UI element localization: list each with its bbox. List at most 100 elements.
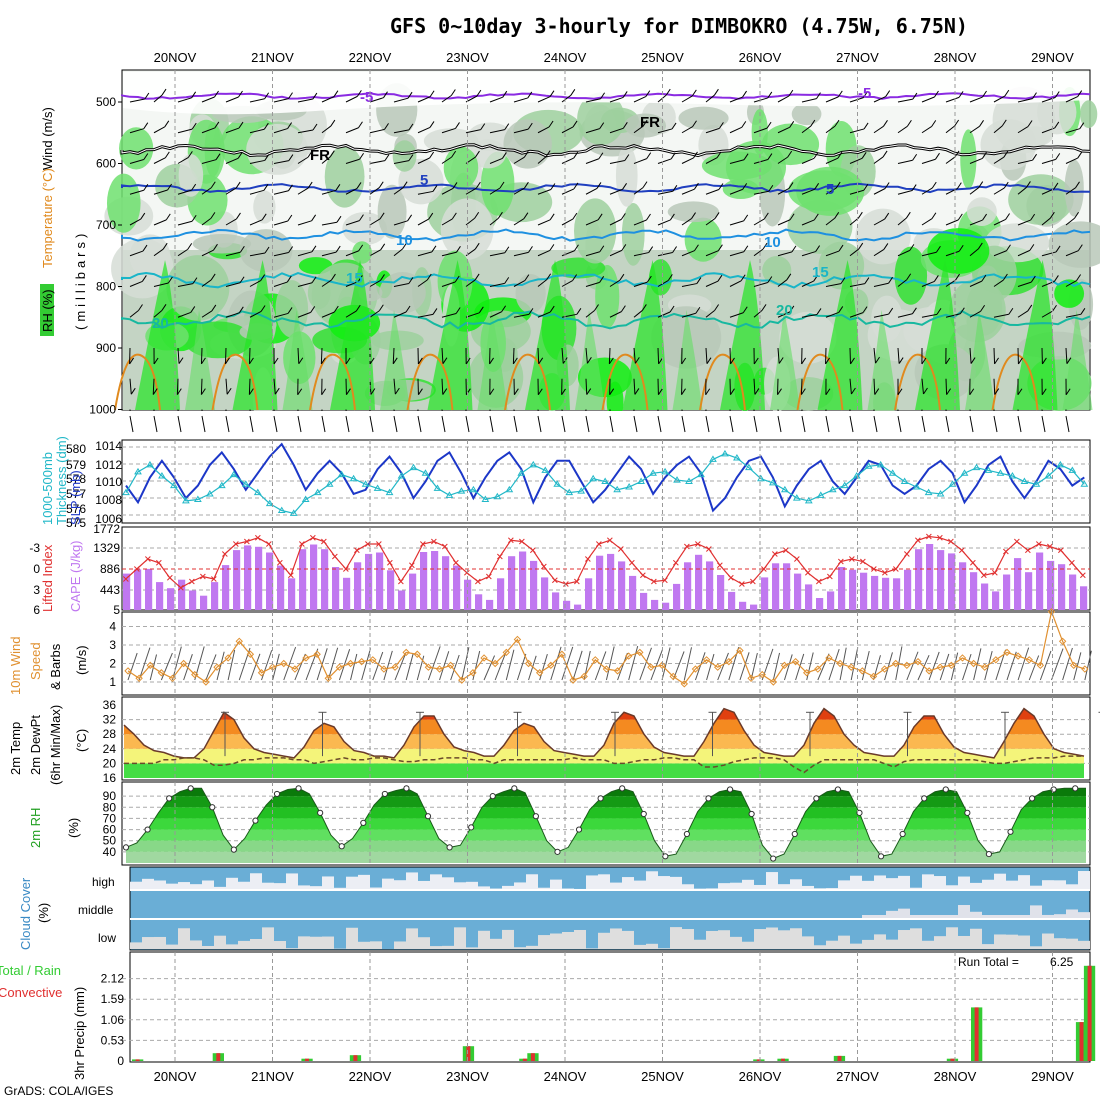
- wind10-point: [958, 654, 967, 662]
- wind-barb: [345, 250, 359, 257]
- wind10-point: [624, 652, 633, 660]
- cloud-high-bar: [502, 885, 514, 889]
- wind-barb-flag: [586, 357, 592, 364]
- wind-barb-flag: [545, 150, 551, 157]
- wind-barb-flag: [1055, 245, 1061, 253]
- rh-blob: [678, 106, 729, 130]
- wind10-point: [1014, 652, 1022, 660]
- wind10-barb: [639, 647, 652, 681]
- wind-barb-flag: [287, 214, 293, 222]
- wind-barb: [417, 190, 434, 195]
- wind-barb-flag: [977, 242, 983, 250]
- li-point: [628, 559, 635, 566]
- cape-bar: [519, 551, 527, 610]
- wind-barb: [1017, 281, 1032, 287]
- run-total-label: Run Total =: [958, 955, 1019, 969]
- cloud-high-bar: [982, 879, 994, 889]
- thickness-point: [158, 471, 166, 479]
- cloud-low-bar: [634, 944, 646, 949]
- wind-barb: [585, 347, 588, 364]
- pressure-tick-900: 900: [96, 341, 116, 355]
- cloud-mid-bar: [994, 915, 1006, 918]
- dewpoint-line: [124, 755, 1084, 774]
- wind-barb: [369, 249, 381, 257]
- wind-barb-flag: [143, 183, 149, 191]
- cape-bar: [1003, 574, 1011, 610]
- wind10-barb: [528, 655, 537, 681]
- wind10-barb: [683, 647, 692, 681]
- wind10-point: [580, 672, 588, 681]
- wind-barb-flag: [407, 91, 413, 99]
- wind-barb: [657, 190, 673, 195]
- wind-barb-flag: [898, 357, 904, 364]
- wind-barb-surface: [153, 415, 158, 433]
- wind-barb: [417, 251, 433, 257]
- wind-barb-flag: [954, 150, 960, 158]
- wind-barb-flag: [528, 308, 534, 315]
- wind10-barb: [962, 653, 972, 681]
- wind-barb-surface: [249, 415, 254, 433]
- cape-bar: [420, 552, 428, 610]
- rh-plume: [330, 260, 375, 410]
- wind-barb: [441, 251, 457, 257]
- wind10-barb: [628, 645, 639, 681]
- wind-barb-surface: [873, 415, 878, 433]
- wind-barb-flag: [834, 119, 840, 127]
- wind-barb-flag: [1006, 244, 1011, 252]
- y-tick: 0.53: [101, 1033, 125, 1047]
- cape-bar: [794, 573, 802, 610]
- li-point: [881, 569, 888, 576]
- cloud-high-bar: [598, 874, 610, 889]
- wind-barb-flag: [1032, 153, 1037, 161]
- wind-barb: [537, 347, 540, 364]
- cape-bar: [497, 578, 505, 610]
- wind-barb: [273, 190, 289, 195]
- wind-barb-flag: [561, 388, 567, 395]
- wind-barb-flag: [523, 212, 529, 219]
- wind-barb-flag: [717, 274, 723, 282]
- cloud-high-bar: [1018, 875, 1030, 889]
- wind-barb: [441, 127, 456, 134]
- wind-barb: [225, 251, 241, 257]
- rh-legend-swatch: [40, 284, 54, 336]
- wind-barb-flag: [978, 181, 984, 188]
- cloud-high-bar: [454, 882, 466, 889]
- cloud-low-bar: [526, 945, 538, 949]
- wind-barb: [705, 157, 718, 164]
- wind-barb-flag: [236, 212, 241, 220]
- wind10-point: [713, 663, 722, 671]
- wind-barb: [369, 187, 380, 195]
- wind10-point: [1047, 607, 1056, 616]
- cloud-high-bar: [1054, 880, 1066, 889]
- wind-barb-flag: [1005, 213, 1010, 220]
- li-point: [232, 541, 239, 547]
- wind-barb-flag: [933, 275, 939, 282]
- cloud-high-bar: [1006, 880, 1018, 889]
- li-point: [947, 538, 954, 545]
- wind10-barb: [917, 655, 930, 681]
- wind-barb-flag: [192, 277, 198, 284]
- cape-bar: [475, 594, 483, 610]
- cloud-middle-label: middle: [78, 903, 114, 917]
- wind-barb-flag: [1075, 181, 1080, 189]
- wind-barb-flag: [311, 214, 317, 222]
- cloud-low-bar: [394, 941, 406, 949]
- wind-barb: [633, 252, 649, 257]
- wind10-point: [202, 678, 210, 686]
- wind-barb-flag: [620, 213, 626, 220]
- wind-barb: [441, 347, 444, 364]
- thickness-point: [313, 488, 322, 496]
- wind10-point: [691, 665, 700, 673]
- rh-blob: [855, 208, 911, 265]
- thickness-point: [745, 463, 753, 471]
- wind-barb: [585, 281, 600, 287]
- thickness-point: [697, 470, 705, 478]
- wind-barb-flag: [857, 211, 863, 219]
- wind-barb-flag: [502, 90, 508, 98]
- wind-barb-flag: [214, 121, 220, 129]
- li-point: [386, 559, 393, 566]
- wind-barb: [729, 347, 732, 364]
- cloud-low-bar: [766, 927, 778, 949]
- wind-barb-flag: [330, 119, 336, 127]
- wind-barb-flag: [191, 215, 197, 222]
